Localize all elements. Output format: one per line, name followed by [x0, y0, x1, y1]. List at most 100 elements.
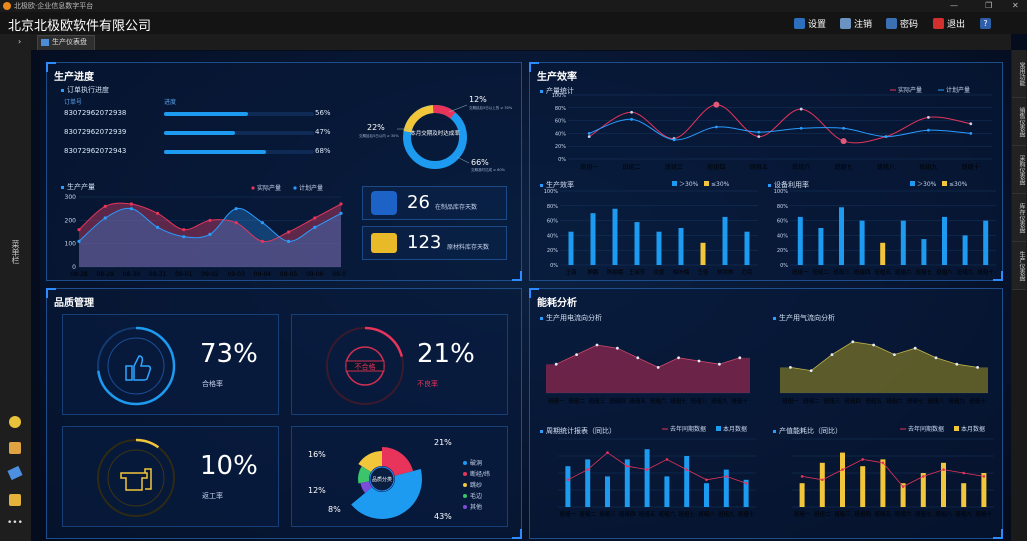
flow-point [636, 356, 640, 360]
logout-button[interactable]: 注销 [840, 17, 872, 30]
x-tick: 班组五 [639, 510, 656, 518]
x-tick: 08-30 [123, 271, 141, 278]
report-title: 周期统计报表（同比） [540, 426, 616, 436]
line-point [645, 468, 649, 471]
bar [799, 483, 805, 507]
y-tick: 60% [547, 219, 558, 225]
order-no-header: 订单号 [64, 99, 83, 106]
bar [704, 483, 709, 507]
pie-slice [360, 481, 372, 494]
x-tick: 08-29 [96, 271, 114, 278]
right-tab-sales[interactable]: 销售仪表盘 [1012, 98, 1026, 146]
line-point [606, 451, 609, 454]
right-tab-inventory[interactable]: 库存仪表盘 [1012, 194, 1026, 242]
actual-point [313, 216, 317, 220]
panel-title: 生产进度 [54, 72, 94, 83]
app-logo-icon [3, 2, 11, 10]
password-button[interactable]: 密码 [886, 17, 918, 30]
legend-plan-marker [293, 186, 297, 190]
plan-point [103, 216, 107, 220]
app-header: 北京北极欧软件有限公司 设置 注销 密码 退出 ? [0, 12, 1027, 34]
legend-lo-label: ≤30% [949, 181, 968, 188]
x-tick: 班组三 [834, 510, 851, 518]
bar [605, 476, 610, 507]
plan-point [587, 132, 591, 135]
close-icon[interactable]: ✕ [1012, 1, 1019, 10]
more-icon[interactable]: ••• [7, 518, 23, 528]
help-button[interactable]: ? [980, 17, 994, 29]
highlight-point [713, 101, 720, 108]
x-tick: 班组四 [609, 397, 626, 405]
expand-sidebar-icon[interactable]: › [18, 37, 22, 46]
pie-label-16: 16% [308, 450, 326, 459]
thumbs-up-icon [125, 355, 152, 381]
line-point [962, 471, 965, 475]
right-tab-common[interactable]: 常用功能 [1012, 50, 1026, 98]
material-days-card: 123 原材料库存天数 [362, 226, 507, 260]
x-tick: 班组八 [877, 163, 895, 171]
line-point [800, 475, 804, 478]
dashboard-icon[interactable] [9, 416, 21, 428]
right-tab-production[interactable]: 生产仪表盘 [1012, 242, 1026, 290]
legend-actual-marker [251, 186, 255, 190]
series-last-line [802, 458, 984, 488]
right-tab-strip: 常用功能 销售仪表盘 采购仪表盘 库存仪表盘 生产仪表盘 [1011, 50, 1027, 541]
tag-icon[interactable] [7, 465, 23, 481]
x-tick: 班组五 [874, 268, 891, 276]
flow-area [546, 345, 750, 393]
actual-point [103, 204, 107, 208]
order-progress-fill [164, 112, 248, 116]
plan-point [208, 232, 212, 236]
plan-point [715, 125, 718, 129]
x-tick: 班组四 [854, 268, 871, 276]
bar [612, 208, 618, 265]
line-point [725, 475, 728, 478]
x-tick: 班组五 [865, 397, 882, 405]
pass-rate-ring [97, 326, 176, 406]
exit-button[interactable]: 退出 [933, 17, 965, 30]
x-tick: 王丽 [565, 269, 577, 276]
y-tick: 300 [65, 194, 77, 201]
flow-area [780, 341, 988, 393]
x-tick: 班组六 [650, 397, 667, 405]
y-tick: 100 [65, 241, 77, 248]
legend-plan-label: 计划产量 [946, 86, 970, 94]
pass-rate-arc [97, 326, 176, 406]
maximize-icon[interactable]: ❐ [985, 1, 993, 10]
bar [723, 469, 729, 507]
flow-point [809, 369, 813, 372]
bar [983, 220, 989, 265]
material-days-value: 123 [407, 232, 442, 253]
pie-legend-marker [463, 505, 467, 509]
legend-actual-label: 实际产量 [257, 184, 281, 192]
efficiency-title: 生产效率 [540, 180, 574, 190]
users-icon[interactable] [9, 442, 21, 454]
chart-icon[interactable] [9, 494, 21, 506]
flow-point [554, 362, 558, 366]
legend-lo-label: ≤30% [711, 181, 730, 188]
flow-point [595, 343, 599, 347]
sidebar-menu-label[interactable]: 菜单栏 [11, 240, 20, 264]
right-tab-purchase[interactable]: 采购仪表盘 [1012, 146, 1026, 194]
key-icon [886, 18, 897, 29]
delivery-donut: 本月交期及时达成率 12% 交期延后5日以上的 ≥ 30% 22% 交期延后5日… [359, 95, 513, 172]
x-tick: 班组七 [916, 268, 933, 276]
pie-legend-marker [463, 494, 467, 498]
quality-panel: 品质管理 73% 合格率 不合格 21% 不良率 10% 返工率 [46, 288, 522, 539]
legend-actual-label: 实际产量 [898, 86, 922, 94]
settings-button[interactable]: 设置 [794, 17, 826, 30]
y-tick: 60% [777, 219, 788, 225]
actual-point [969, 122, 973, 126]
flow-point [955, 362, 959, 366]
wip-days-value: 26 [407, 192, 430, 213]
x-tick: 班组三 [833, 268, 850, 276]
tab-production-dashboard[interactable]: 生产仪表盘 [37, 35, 95, 50]
rework-rate-card: 10% 返工率 [62, 426, 279, 527]
plan-point [234, 207, 238, 211]
pie-slice [382, 447, 413, 476]
dashboard-content: 生产进度 订单执行进度 订单号 进度 83072962072938 56% 8307… [40, 51, 1011, 541]
minimize-icon[interactable]: — [950, 1, 958, 10]
bar [664, 476, 670, 507]
actual-point [927, 116, 930, 119]
output-stats-title: 产量统计 [540, 86, 574, 96]
